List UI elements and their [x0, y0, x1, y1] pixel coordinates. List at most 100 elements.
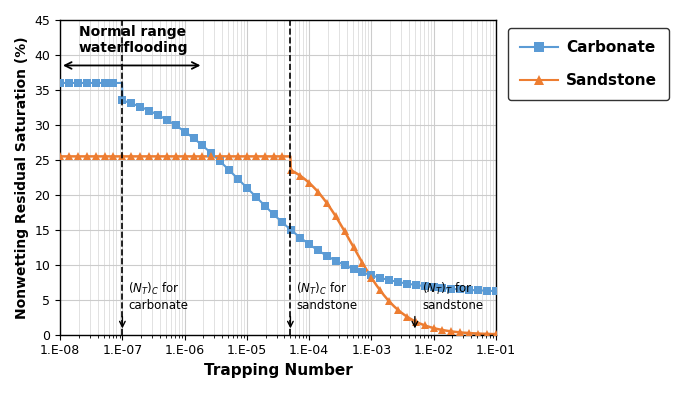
- Carbonate: [110, 81, 118, 85]
- Carbonate: [172, 123, 180, 128]
- Sandstone: [198, 154, 206, 159]
- Sandstone: [358, 261, 366, 265]
- Carbonate: [278, 220, 286, 225]
- Text: $(N_T)_T$ for
sandstone: $(N_T)_T$ for sandstone: [422, 281, 483, 312]
- Sandstone: [163, 154, 171, 159]
- Carbonate: [412, 283, 420, 287]
- Sandstone: [119, 154, 127, 159]
- Carbonate: [251, 195, 260, 199]
- Carbonate: [323, 253, 331, 258]
- Sandstone: [83, 154, 91, 159]
- Sandstone: [234, 154, 242, 159]
- Carbonate: [189, 136, 197, 141]
- Sandstone: [136, 154, 145, 159]
- Carbonate: [367, 273, 375, 278]
- Sandstone: [189, 154, 197, 159]
- Carbonate: [403, 281, 411, 286]
- Sandstone: [474, 331, 482, 336]
- Sandstone: [207, 154, 215, 159]
- Carbonate: [242, 185, 251, 190]
- Carbonate: [465, 288, 473, 292]
- Sandstone: [127, 154, 136, 159]
- Carbonate: [421, 284, 429, 288]
- Carbonate: [376, 275, 384, 280]
- Text: $(N_T)_C$ for
carbonate: $(N_T)_C$ for carbonate: [128, 281, 188, 312]
- Carbonate: [349, 266, 358, 271]
- Sandstone: [367, 275, 375, 280]
- Sandstone: [92, 154, 100, 159]
- Sandstone: [349, 245, 358, 250]
- Sandstone: [429, 326, 438, 331]
- Carbonate: [447, 286, 456, 291]
- Sandstone: [438, 328, 447, 332]
- Carbonate: [83, 81, 91, 85]
- Sandstone: [332, 214, 340, 219]
- Sandstone: [278, 154, 286, 159]
- Legend: Carbonate, Sandstone: Carbonate, Sandstone: [508, 28, 669, 101]
- Sandstone: [101, 154, 109, 159]
- Sandstone: [154, 154, 162, 159]
- Sandstone: [269, 154, 277, 159]
- Carbonate: [287, 228, 295, 233]
- Carbonate: [474, 288, 482, 293]
- Sandstone: [287, 168, 295, 173]
- Sandstone: [305, 180, 313, 185]
- Text: $(N_T)_C$ for
sandstone: $(N_T)_C$ for sandstone: [297, 281, 358, 312]
- Sandstone: [296, 173, 304, 178]
- Line: Carbonate: Carbonate: [56, 79, 500, 295]
- Carbonate: [438, 286, 447, 290]
- Carbonate: [119, 98, 127, 103]
- Text: Normal range
waterflooding: Normal range waterflooding: [79, 25, 188, 55]
- Sandstone: [251, 154, 260, 159]
- Carbonate: [456, 287, 464, 292]
- Carbonate: [385, 278, 393, 283]
- Sandstone: [412, 319, 420, 324]
- Carbonate: [260, 203, 269, 208]
- Sandstone: [465, 331, 473, 336]
- Carbonate: [56, 81, 64, 85]
- Carbonate: [181, 129, 189, 134]
- Carbonate: [429, 285, 438, 290]
- Carbonate: [65, 81, 73, 85]
- Carbonate: [207, 151, 215, 156]
- Sandstone: [56, 154, 64, 159]
- Carbonate: [225, 168, 233, 173]
- Sandstone: [74, 154, 82, 159]
- Carbonate: [101, 81, 109, 85]
- Carbonate: [216, 159, 224, 164]
- Carbonate: [92, 81, 100, 85]
- Sandstone: [110, 154, 118, 159]
- Sandstone: [181, 154, 189, 159]
- Sandstone: [403, 314, 411, 319]
- Sandstone: [65, 154, 73, 159]
- Carbonate: [163, 118, 171, 122]
- Carbonate: [145, 108, 153, 113]
- Carbonate: [198, 143, 206, 148]
- Sandstone: [145, 154, 153, 159]
- Sandstone: [172, 154, 180, 159]
- Sandstone: [376, 288, 384, 293]
- Carbonate: [127, 101, 136, 106]
- Carbonate: [358, 270, 366, 275]
- Sandstone: [340, 229, 349, 234]
- Carbonate: [483, 288, 491, 293]
- Sandstone: [492, 332, 500, 336]
- Line: Sandstone: Sandstone: [56, 152, 500, 338]
- Sandstone: [483, 332, 491, 336]
- Sandstone: [216, 154, 224, 159]
- Carbonate: [314, 248, 322, 253]
- Carbonate: [74, 81, 82, 85]
- Y-axis label: Nonwetting Residual Saturation (%): Nonwetting Residual Saturation (%): [15, 36, 29, 319]
- Carbonate: [154, 113, 162, 118]
- Sandstone: [447, 329, 456, 334]
- Sandstone: [394, 308, 402, 312]
- Carbonate: [296, 235, 304, 240]
- Carbonate: [332, 258, 340, 263]
- Carbonate: [136, 105, 145, 109]
- Sandstone: [323, 201, 331, 206]
- Carbonate: [305, 242, 313, 246]
- Sandstone: [260, 154, 269, 159]
- Sandstone: [242, 154, 251, 159]
- Carbonate: [492, 289, 500, 294]
- X-axis label: Trapping Number: Trapping Number: [203, 363, 352, 378]
